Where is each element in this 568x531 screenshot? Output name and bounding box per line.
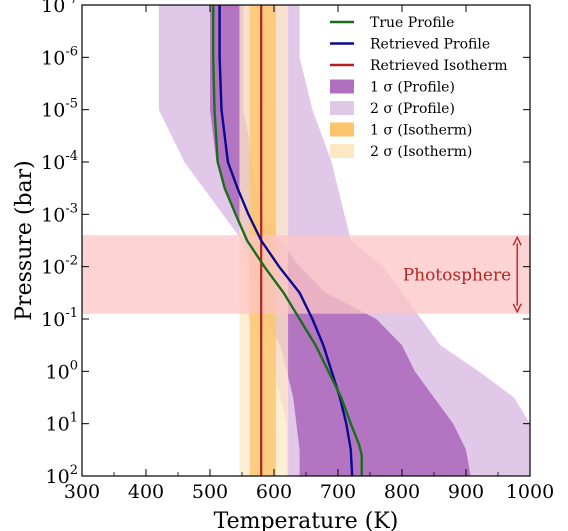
y-tick-label: 10-7 — [41, 0, 78, 17]
photosphere-region — [82, 235, 530, 314]
legend-label: 1 σ (Profile) — [370, 80, 455, 96]
y-tick-label: 102 — [46, 463, 78, 488]
photosphere-arrow-head-bottom — [512, 303, 522, 314]
y-tick-label: 10-5 — [41, 97, 78, 122]
x-tick-label: 300 — [64, 481, 100, 503]
x-tick-label: 900 — [448, 481, 484, 503]
legend: True Profile Retrieved Profile Retrieved I… — [330, 15, 508, 160]
x-tick-label: 400 — [128, 481, 164, 503]
legend-label: 2 σ (Profile) — [370, 101, 455, 117]
y-tick-label: 10-4 — [41, 149, 78, 174]
legend-label: Retrieved Profile — [370, 37, 490, 53]
plot-area — [82, 5, 530, 476]
x-tick-label: 800 — [384, 481, 420, 503]
photosphere-arrow-head-top — [512, 235, 522, 246]
y-tick-label: 101 — [46, 411, 78, 436]
legend-label: True Profile — [370, 15, 454, 31]
legend-label: 2 σ (Isotherm) — [370, 144, 472, 160]
y-tick-label: 100 — [46, 358, 78, 383]
legend-label: Retrieved Isotherm — [370, 58, 508, 74]
y-tick-label: 10-3 — [41, 201, 78, 226]
legend-swatch — [330, 144, 354, 158]
x-tick-label: 600 — [256, 481, 292, 503]
legend-swatch — [330, 79, 354, 94]
x-tick-label: 1000 — [506, 481, 554, 503]
y-axis-title: Pressure (bar) — [12, 160, 37, 321]
photosphere-label: Photosphere — [403, 266, 512, 286]
legend-swatch — [330, 101, 354, 115]
legend-swatch — [330, 122, 354, 137]
true-profile-line — [212, 5, 363, 476]
y-tick-label: 10-2 — [41, 254, 78, 279]
axis-ticks: 300 400 500 600 700 800 900 1000 10-7 10-6 10-5 10-… — [41, 0, 554, 503]
retrieved-profile-line — [218, 5, 354, 476]
x-axis-title: Temperature (K) — [214, 509, 399, 531]
profile-1sigma-band — [210, 5, 471, 476]
y-tick-label: 10-6 — [41, 44, 78, 69]
y-tick-label: 10-1 — [41, 306, 78, 331]
x-tick-label: 500 — [192, 481, 228, 503]
x-tick-label: 700 — [320, 481, 356, 503]
legend-label: 1 σ (Isotherm) — [370, 123, 472, 139]
